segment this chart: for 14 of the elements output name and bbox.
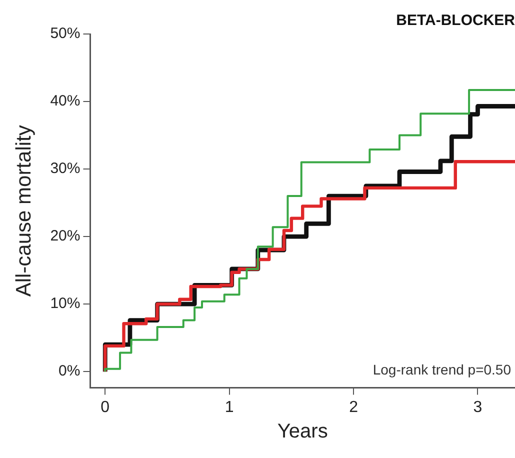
y-axis-title: All-cause mortality — [12, 124, 36, 297]
y-tick-label: 40% — [50, 92, 80, 110]
y-tick-label: 0% — [58, 362, 80, 380]
x-tick-label: 2 — [349, 398, 358, 416]
chart-title: BETA-BLOCKER — [396, 12, 515, 30]
x-tick-label: 1 — [224, 398, 234, 416]
x-tick-label: 3 — [473, 398, 482, 416]
x-tick-label: 0 — [100, 398, 110, 416]
y-tick-label: 20% — [50, 228, 80, 245]
y-tick-label: 50% — [50, 25, 80, 42]
x-axis-title: Years — [277, 420, 328, 443]
y-tick-label: 30% — [50, 160, 80, 178]
y-tick-label: 10% — [50, 295, 80, 312]
annotation: Log-rank trend p=0.50 — [372, 362, 512, 378]
